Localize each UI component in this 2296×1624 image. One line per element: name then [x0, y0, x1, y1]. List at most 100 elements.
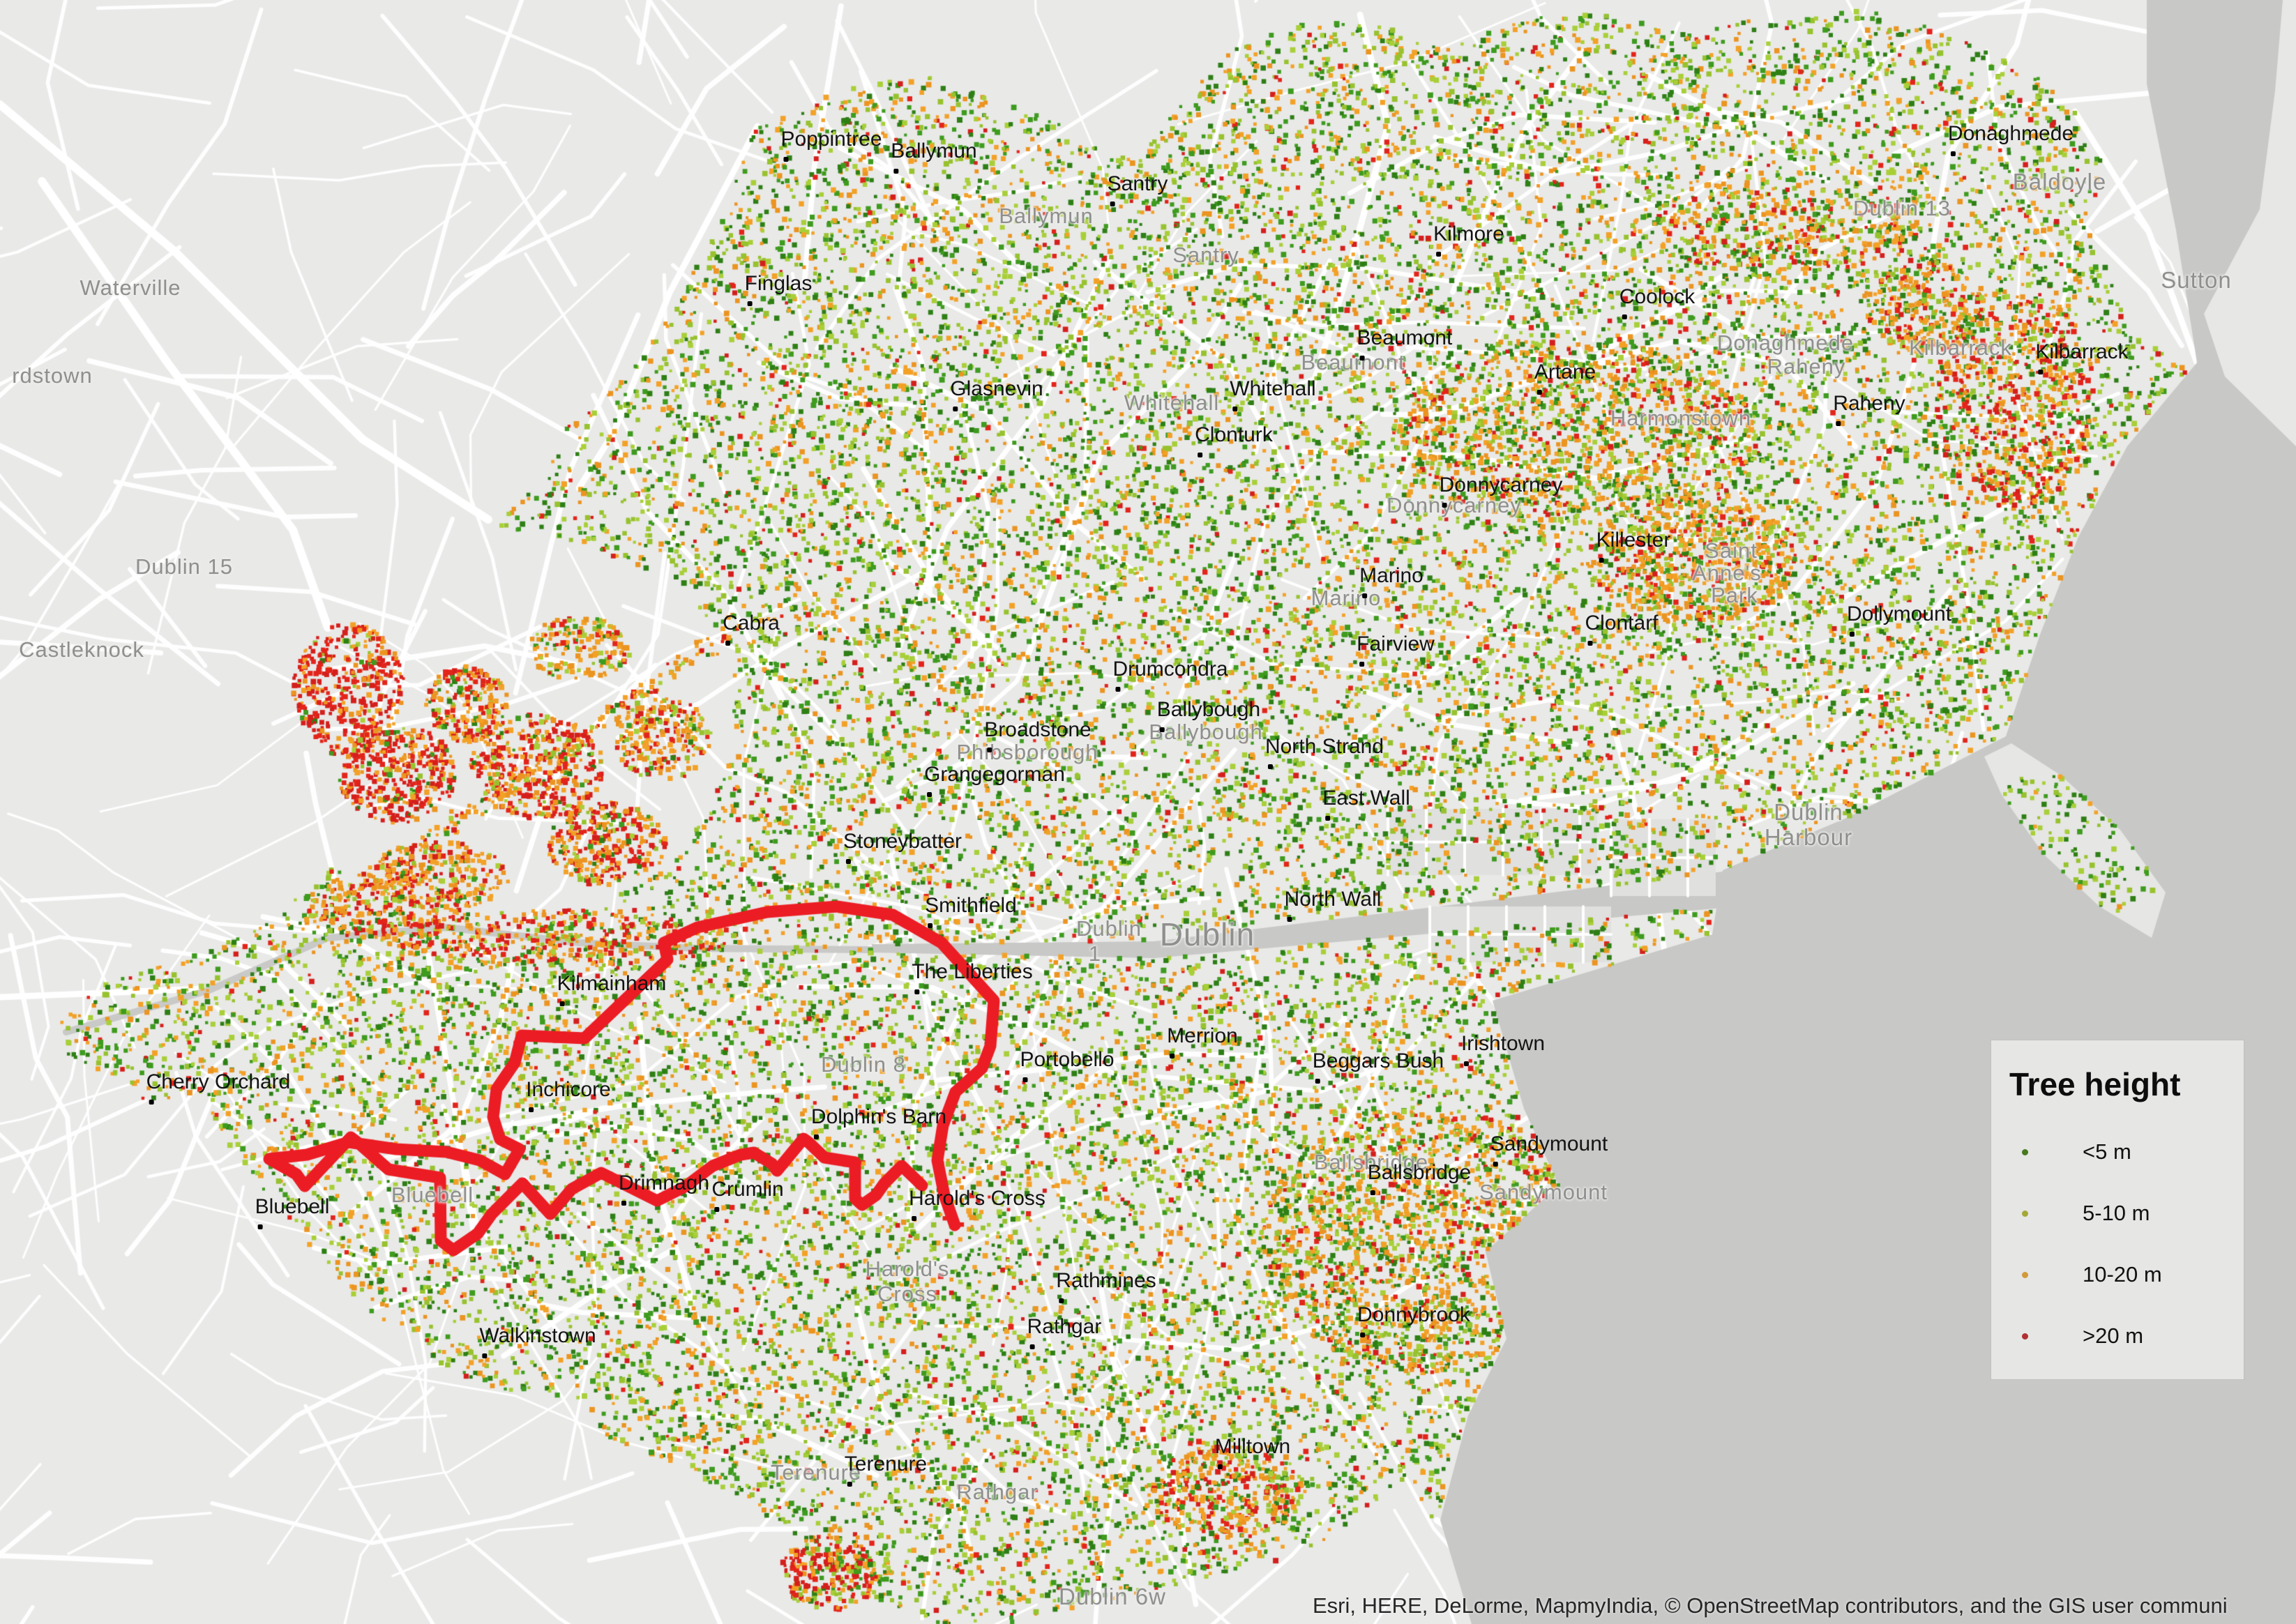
basemap-label: Ballsbridge — [1313, 1150, 1429, 1174]
basemap-label: Anne's — [1692, 561, 1762, 585]
basemap-label: Phibsborough — [956, 740, 1098, 764]
basemap-label: Baldoyle — [2012, 169, 2107, 195]
place-label: Finglas — [744, 272, 813, 306]
basemap-label: Castleknock — [19, 637, 144, 662]
place-label: Crumlin — [711, 1178, 784, 1212]
legend-dot-icon — [2022, 1333, 2028, 1340]
basemap-label: Raheny — [1767, 354, 1846, 379]
place-label: Cabra — [723, 612, 780, 646]
place-label: Donaghmede — [1947, 122, 2074, 156]
basemap-label: Harmonstown — [1610, 406, 1752, 430]
legend-item-label: >20 m — [2083, 1323, 2144, 1348]
place-label: Broadstone — [984, 718, 1092, 752]
place-label: Santry — [1107, 172, 1168, 206]
place-label: East Wall — [1322, 787, 1410, 821]
basemap-label: Terenure — [770, 1460, 862, 1485]
basemap-label: Rathgar — [956, 1480, 1039, 1504]
place-label: Terenure — [844, 1452, 928, 1487]
basemap-label: Dublin 13 — [1853, 196, 1951, 220]
basemap-label: Ballymun — [999, 204, 1094, 228]
place-label: Irishtown — [1460, 1032, 1546, 1066]
basemap-label: Sutton — [2161, 267, 2232, 293]
basemap-label: Marino — [1311, 586, 1382, 610]
basemap-label: Harold's — [865, 1257, 950, 1281]
place-label: Coolock — [1619, 285, 1695, 319]
place-label: Ballsbridge — [1367, 1161, 1472, 1195]
legend-title: Tree height — [2009, 1066, 2181, 1102]
place-label: The Liberties — [912, 960, 1033, 994]
basemap-label: Santry — [1172, 243, 1239, 267]
place-label: Whitehall — [1230, 377, 1316, 411]
basemap-label: Cross — [877, 1282, 937, 1306]
place-label: Clontarf — [1585, 612, 1659, 646]
place-label: Dolphin's Barn — [810, 1105, 947, 1139]
basemap-label: Dublin — [1159, 916, 1255, 953]
basemap-label: Kilbarrack — [1909, 335, 2012, 360]
basemap-label: Donaghmede — [1716, 331, 1855, 355]
place-label: Glasnevin — [950, 377, 1043, 411]
basemap-label: Saint — [1705, 538, 1758, 563]
legend-item: <5 m — [2022, 1139, 2244, 1164]
legend-item: 5-10 m — [2022, 1201, 2244, 1226]
place-label: Raheny — [1833, 392, 1905, 426]
legend-item: >20 m — [2022, 1323, 2244, 1349]
basemap-label: Dublin — [1774, 799, 1843, 825]
legend-item-label: <5 m — [2083, 1139, 2131, 1164]
legend-item-label: 5-10 m — [2083, 1201, 2150, 1225]
place-label: Dollymount — [1846, 602, 1952, 637]
basemap-label: Park — [1711, 583, 1758, 607]
place-label: Ballymun — [891, 139, 977, 174]
place-label: Donnycarney — [1439, 473, 1563, 508]
basemap-label: Dublin 8 — [821, 1052, 906, 1077]
basemap-label: Donnycarney — [1387, 493, 1522, 517]
attribution-text: Esri, HERE, DeLorme, MapmyIndia, © OpenS… — [1313, 1593, 2228, 1618]
basemap-label: Sandymount — [1479, 1180, 1608, 1204]
basemap-label: Waterville — [80, 275, 181, 300]
place-label: Rathgar — [1027, 1315, 1102, 1349]
place-label: Inchicore — [526, 1078, 611, 1112]
place-label: Cherry Orchard — [146, 1070, 291, 1105]
legend-dot-icon — [2022, 1210, 2028, 1217]
basemap-label: Whitehall — [1124, 390, 1220, 415]
place-label: Kilbarrack — [2035, 340, 2129, 374]
place-label: Killester — [1596, 529, 1671, 563]
place-label: Milltown — [1214, 1435, 1291, 1469]
basemap-label: Harbour — [1764, 824, 1853, 850]
place-label: Rathmines — [1056, 1269, 1156, 1303]
basemap-label: Ballybough — [1149, 720, 1263, 744]
basemap-label: Dublin 6w — [1059, 1584, 1166, 1609]
place-label: Drumcondra — [1112, 658, 1228, 692]
place-label: Portobello — [1020, 1048, 1115, 1082]
place-label: Smithfield — [925, 894, 1017, 928]
legend: Tree height <5 m 5-10 m 10-20 m >20 m — [1991, 1040, 2244, 1379]
legend-dot-icon — [2022, 1148, 2028, 1155]
place-label: Kilmainham — [557, 972, 667, 1006]
place-label: Walkinstown — [479, 1324, 596, 1358]
legend-item: 10-20 m — [2022, 1262, 2244, 1287]
place-label: Stoneybatter — [843, 830, 962, 864]
basemap-label: Dublin 15 — [135, 554, 233, 579]
basemap-label: 1 — [1088, 941, 1102, 966]
legend-dot-icon — [2022, 1271, 2028, 1278]
basemap-label: Bluebell — [391, 1183, 474, 1207]
legend-item-label: 10-20 m — [2083, 1262, 2162, 1287]
basemap-label: rdstown — [12, 363, 93, 388]
place-label: North Strand — [1264, 735, 1384, 769]
place-label: Marino — [1359, 564, 1423, 598]
place-label: Merrion — [1167, 1024, 1238, 1058]
place-label: Sandymount — [1490, 1132, 1608, 1167]
place-label: Ballybough — [1156, 698, 1261, 732]
place-label: Drimnagh — [618, 1171, 710, 1206]
place-label: Donnybrook — [1357, 1303, 1470, 1337]
basemap-label: Dublin — [1076, 916, 1142, 941]
legend-items: <5 m 5-10 m 10-20 m >20 m — [1991, 1139, 2244, 1349]
place-label: Bluebell — [255, 1195, 330, 1229]
place-label: Beggars Bush — [1312, 1049, 1444, 1084]
place-label: Kilmore — [1433, 222, 1504, 257]
place-label: Clonturk — [1195, 423, 1273, 457]
place-label: North Wall — [1284, 888, 1382, 922]
basemap-label: Beaumont — [1301, 350, 1405, 374]
place-label: Harold's Cross — [909, 1187, 1045, 1221]
